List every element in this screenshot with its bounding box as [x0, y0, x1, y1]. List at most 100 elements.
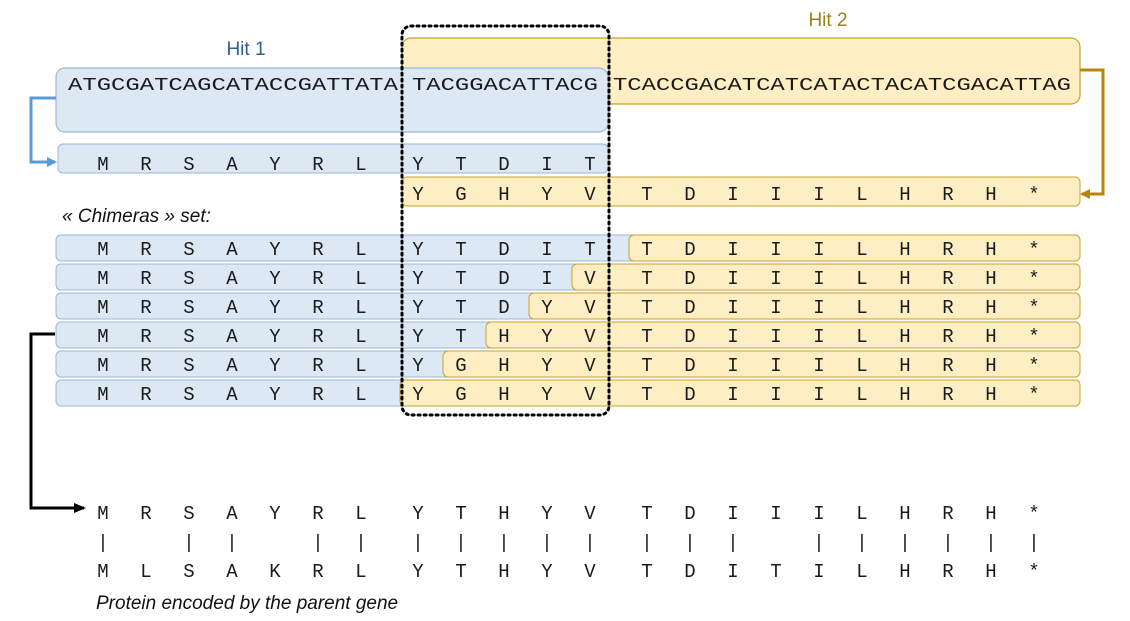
chimera-residue: T [455, 239, 466, 261]
chimera-residue: S [183, 239, 194, 261]
chimera-residue: M [97, 239, 108, 261]
hit2-residue: Y [412, 184, 424, 206]
chimera-residue: D [684, 297, 695, 319]
chimera-residue: Y [541, 384, 553, 406]
selected-residue: H [985, 503, 996, 525]
chimera-residue: Y [541, 297, 553, 319]
chimera-residue: R [140, 355, 151, 377]
parent-residue: Y [412, 561, 424, 583]
selected-residue: T [455, 503, 466, 525]
chimera-residue: R [140, 326, 151, 348]
chimera-residue: I [541, 239, 552, 261]
match-mark: | [899, 532, 910, 554]
overlap-region-box [400, 24, 611, 417]
chimera-residue: R [942, 355, 953, 377]
parent-residue: T [455, 561, 466, 583]
parent-residue: H [899, 561, 910, 583]
selected-residue: A [226, 503, 238, 525]
chimera-residue: I [727, 326, 738, 348]
chimera-residue: M [97, 355, 108, 377]
chimera-residue: L [355, 326, 366, 348]
chimera-residue: M [97, 297, 108, 319]
chimera-residue: H [899, 268, 910, 290]
chimera-residue: H [985, 239, 996, 261]
hit2-residue: H [899, 184, 910, 206]
selected-residue: R [312, 503, 323, 525]
selected-residue: I [813, 503, 824, 525]
chimera-residue: Y [412, 268, 424, 290]
chimera-residue: L [355, 239, 366, 261]
chimera-residue: Y [541, 326, 553, 348]
selected-residue: * [1028, 503, 1039, 525]
parent-residue: R [942, 561, 953, 583]
chimera-residue: R [312, 239, 323, 261]
chimera-residue: Y [412, 355, 424, 377]
hit2-residue: I [770, 184, 781, 206]
chimera-residue: G [455, 355, 466, 377]
chimera-residue: I [770, 355, 781, 377]
chimera-residue: L [355, 297, 366, 319]
chimera-residue: * [1028, 268, 1039, 290]
chimera-residue: L [856, 268, 867, 290]
selected-residue: M [97, 503, 108, 525]
chimera-residue: R [140, 297, 151, 319]
parent-residue: Y [541, 561, 553, 583]
chimera-residue: D [498, 297, 509, 319]
chimera-residue: S [183, 268, 194, 290]
parent-residue: * [1028, 561, 1039, 583]
hit1-residue: R [140, 154, 151, 176]
chimera-residue: R [942, 297, 953, 319]
hit2-label: Hit 2 [808, 10, 847, 31]
selected-chimera-sequence: M R S A Y R L Y T H Y V T D I I I L H R H * [97, 503, 1039, 525]
chimera-residue: T [641, 355, 652, 377]
match-mark: | [312, 532, 323, 554]
selected-residue: Y [541, 503, 553, 525]
chimera-residue: R [140, 384, 151, 406]
chimera-residue: I [813, 384, 824, 406]
hit2-residue: L [856, 184, 867, 206]
chimera-residue: S [183, 297, 194, 319]
chimera-residue: R [942, 239, 953, 261]
chimera-residue: H [498, 326, 509, 348]
selected-residue: R [942, 503, 953, 525]
chimera-residue: Y [412, 384, 424, 406]
chimera-residue: H [985, 326, 996, 348]
chimera-residue: H [985, 268, 996, 290]
chimera-residue: M [97, 384, 108, 406]
parent-residue: S [183, 561, 194, 583]
chimera-residue: H [899, 239, 910, 261]
hit1-residue: I [541, 154, 552, 176]
hit2-residue: * [1028, 184, 1039, 206]
hit1-residue: Y [412, 154, 424, 176]
chimera-residue: L [355, 268, 366, 290]
chimera-residue: Y [412, 326, 424, 348]
parent-residue: K [269, 561, 281, 583]
chimera-residue: Y [269, 355, 281, 377]
chimera-residue: T [584, 239, 595, 261]
match-mark: | [226, 532, 237, 554]
parent-residue: H [985, 561, 996, 583]
chimera-residue: D [684, 384, 695, 406]
chimera-residue: M [97, 268, 108, 290]
chimera-residue: H [899, 326, 910, 348]
chimera-residue: L [856, 297, 867, 319]
hit2-residue: D [684, 184, 695, 206]
match-mark: | [684, 532, 695, 554]
selected-residue: L [355, 503, 366, 525]
hit2-translation-arrow [1080, 68, 1105, 199]
chimera-residue: L [856, 326, 867, 348]
chimera-residue: Y [412, 297, 424, 319]
chimera-hit1-bar [55, 350, 456, 378]
chimera-residue: H [985, 297, 996, 319]
chimera-residue: R [312, 326, 323, 348]
hit2-residue: V [584, 184, 596, 206]
chimera-residue: * [1028, 239, 1039, 261]
chimera-residue: H [899, 355, 910, 377]
chimera-residue: D [684, 239, 695, 261]
hit1-label: Hit 1 [226, 39, 265, 60]
selected-residue: L [856, 503, 867, 525]
chimera-residue: R [312, 384, 323, 406]
chimera-residue: A [226, 326, 238, 348]
chimera-residue: M [97, 326, 108, 348]
